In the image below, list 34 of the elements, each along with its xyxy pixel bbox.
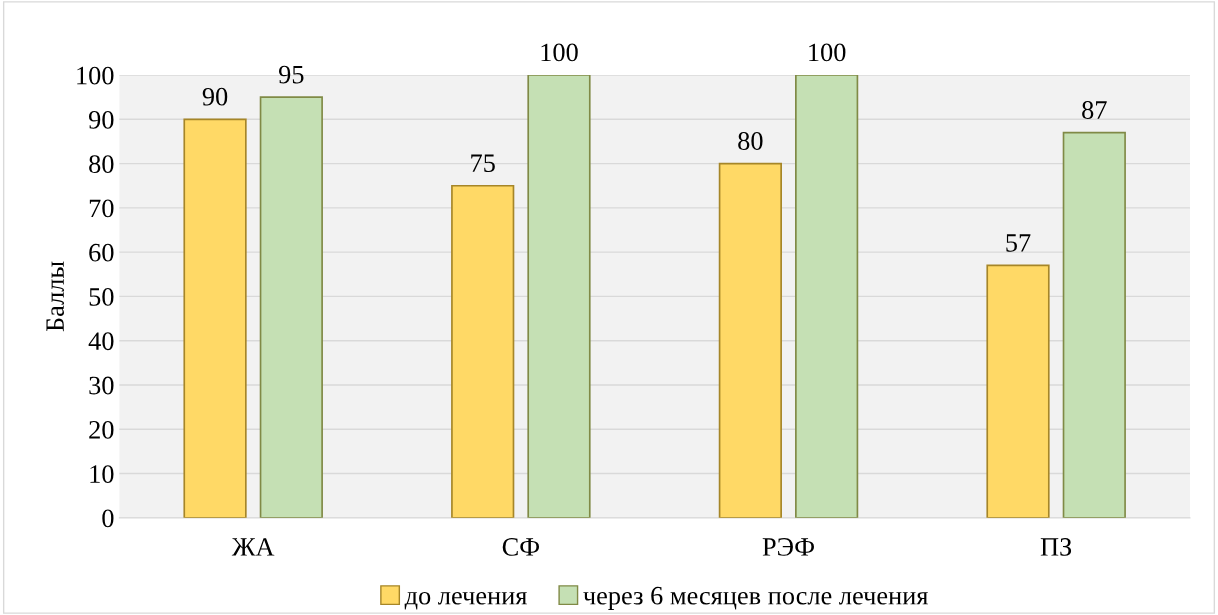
y-tick-label: 40 [88, 332, 114, 351]
y-tick-label: 80 [89, 155, 114, 174]
legend-label: до лечения [404, 591, 527, 610]
data-label: 75 [471, 154, 495, 173]
y-tick-label: 20 [89, 420, 114, 439]
data-label: 95 [278, 65, 304, 84]
legend-label: через 6 месяцев после лечения [583, 586, 928, 610]
y-tick-label: 50 [89, 288, 114, 306]
data-label: 57 [1006, 234, 1031, 252]
x-tick-label: РЭФ [762, 538, 814, 556]
bar [259, 96, 323, 518]
bar [451, 184, 515, 518]
y-tick-label: 90 [88, 110, 114, 129]
y-tick-label: 0 [102, 509, 114, 528]
bar [795, 75, 859, 518]
x-tick-label: ПЗ [1040, 538, 1072, 556]
y-tick-label: 30 [89, 376, 114, 395]
data-label: 100 [809, 43, 846, 62]
y-tick-label: 70 [89, 199, 114, 218]
y-tick-label: 60 [89, 243, 114, 262]
bar [1062, 131, 1126, 518]
bar [718, 162, 782, 518]
y-tick-label: 10 [90, 465, 114, 483]
bar [183, 118, 247, 518]
data-label: 80 [738, 132, 763, 150]
y-tick-label: 100 [77, 66, 114, 85]
x-tick-label: ЖА [231, 538, 275, 556]
data-label: 87 [1082, 101, 1107, 119]
bar [986, 264, 1050, 518]
x-tick-label: СФ [502, 538, 540, 556]
data-label: 100 [541, 43, 578, 62]
y-axis-title: Баллы [46, 261, 64, 332]
bar [527, 75, 591, 518]
data-label: 90 [202, 87, 228, 106]
